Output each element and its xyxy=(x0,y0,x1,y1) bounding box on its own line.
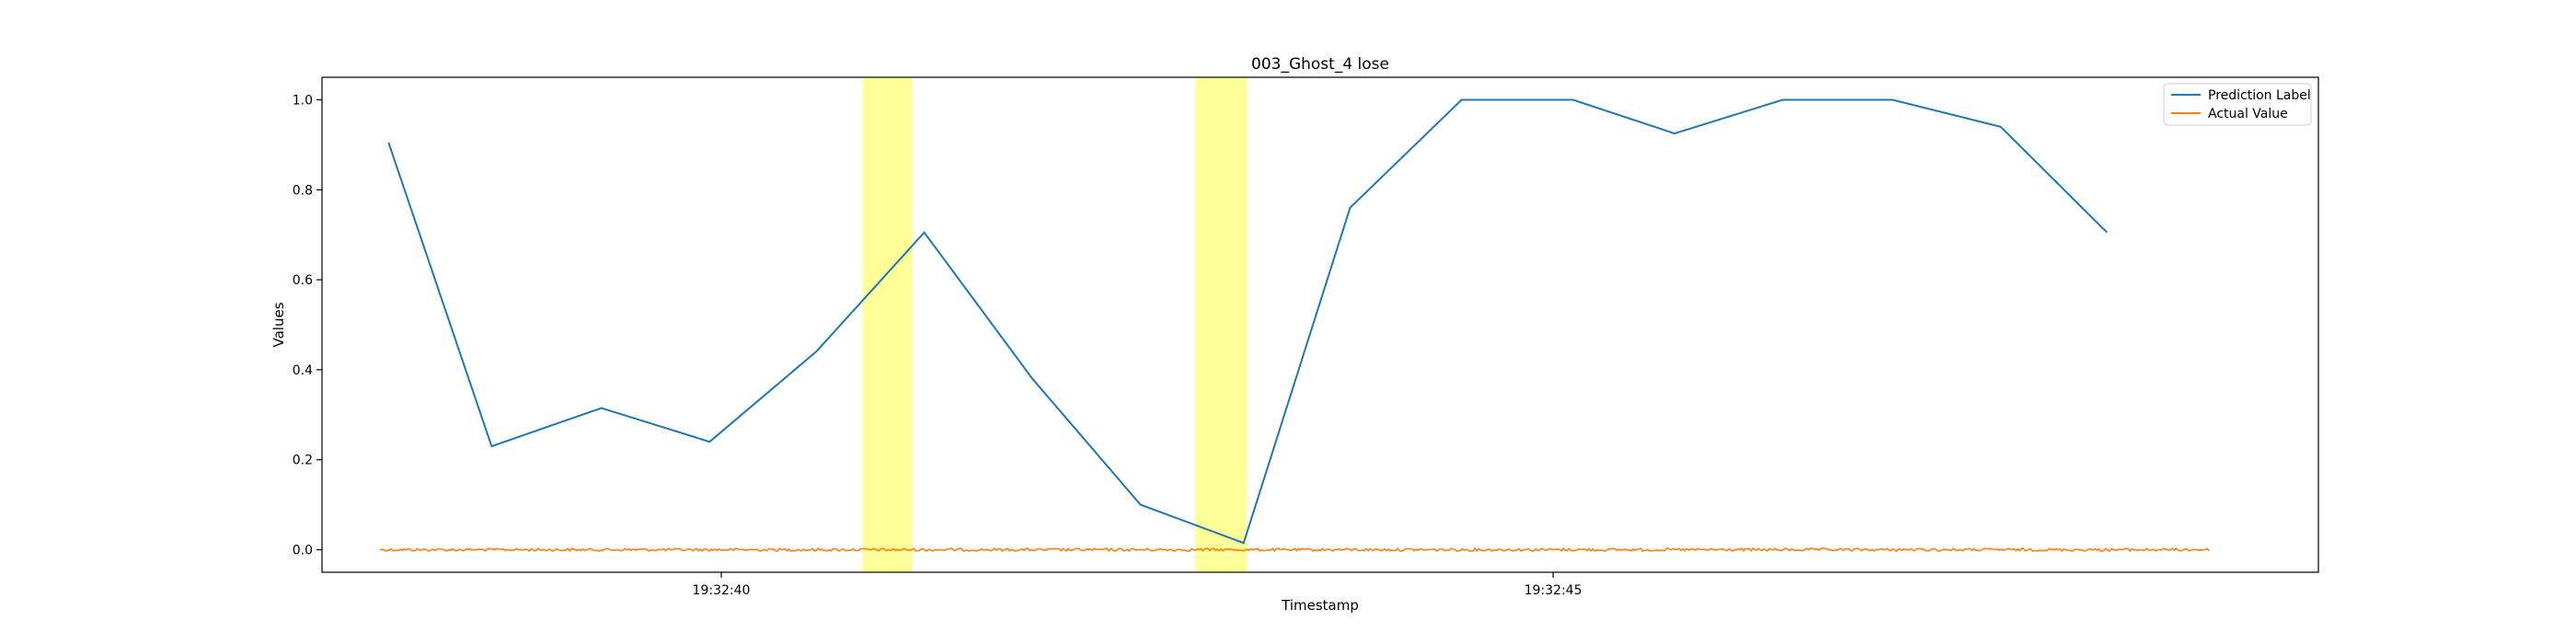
y-tick-label-3: 0.4 xyxy=(293,363,313,378)
highlight-region-2 xyxy=(1195,77,1248,572)
chart-title: 003_Ghost_4 lose xyxy=(1251,55,1389,74)
y-axis-label: Values xyxy=(270,302,287,347)
legend: Prediction Label Actual Value xyxy=(2163,83,2312,126)
highlight-regions xyxy=(862,77,1248,572)
x-axis: 19:32:40 19:32:45 xyxy=(693,572,1582,598)
series-line-actual-value xyxy=(379,546,2210,553)
y-tick-label-4: 0.6 xyxy=(293,273,313,288)
legend-label-2: Actual Value xyxy=(2208,107,2288,121)
x-axis-label: Timestamp xyxy=(1281,597,1359,614)
y-axis: 0.0 0.2 0.4 0.6 0.8 1.0 xyxy=(293,93,322,558)
series-line-prediction-label xyxy=(387,98,2109,545)
y-tick-label-6: 1.0 xyxy=(293,93,313,108)
y-tick-label-1: 0.0 xyxy=(293,544,313,558)
highlight-region-1 xyxy=(862,77,913,572)
plot-frame xyxy=(321,76,2319,573)
x-tick-label-1: 19:32:40 xyxy=(693,583,751,598)
y-tick-label-5: 0.8 xyxy=(293,183,313,198)
series-layer xyxy=(379,98,2210,553)
legend-label-1: Prediction Label xyxy=(2208,88,2311,103)
x-tick-label-2: 19:32:45 xyxy=(1524,583,1582,598)
y-tick-label-2: 0.2 xyxy=(293,454,313,468)
